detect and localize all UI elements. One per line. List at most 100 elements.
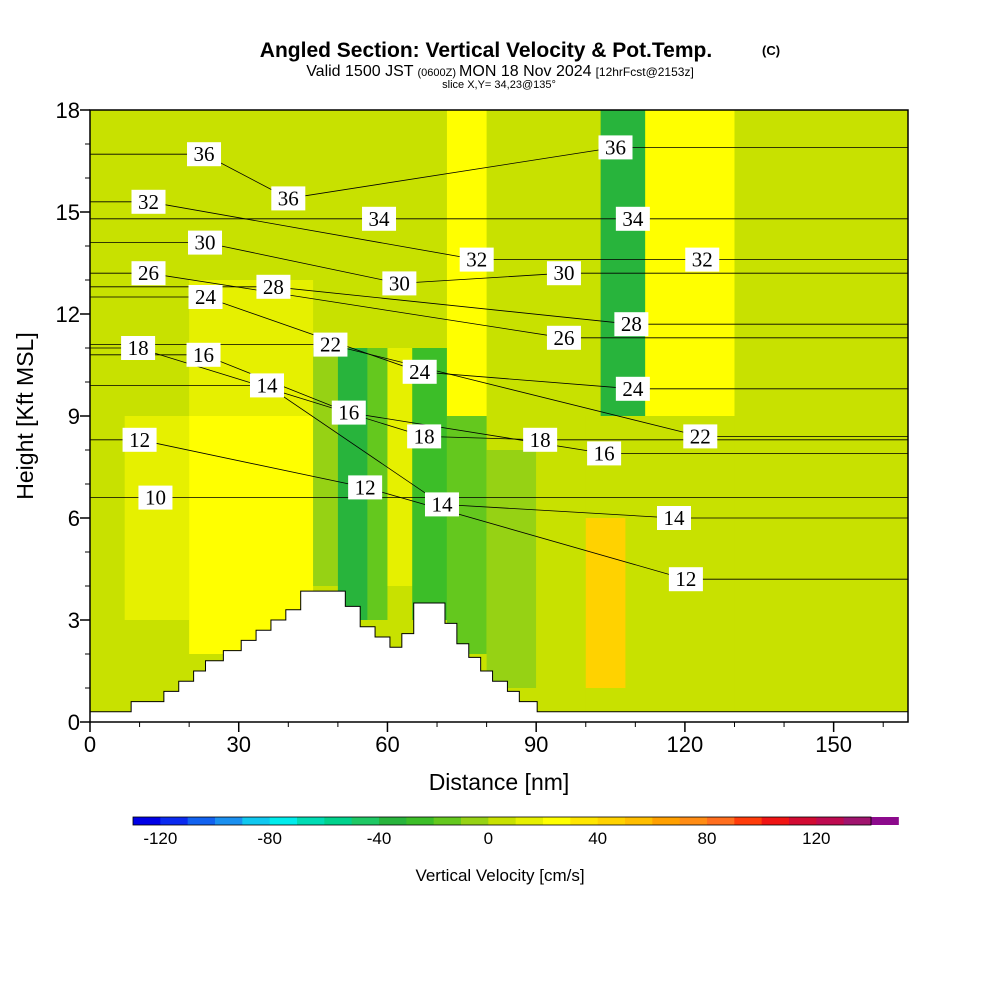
colorbar-swatch: [488, 817, 517, 825]
contour-label-text: 26: [553, 326, 574, 350]
contour-label: 28: [614, 312, 649, 337]
colorbar-tick-label: 0: [484, 829, 493, 848]
valid-time: Valid 1500 JST: [306, 63, 414, 80]
velocity-cell-4: [313, 348, 338, 586]
velocity-cell-0: [90, 110, 125, 722]
colorbar-swatch: [406, 817, 435, 825]
y-tick-label: 9: [68, 404, 80, 429]
colorbar-swatch: [761, 817, 790, 825]
contour-label-text: 24: [622, 377, 644, 401]
contour-label-text: 34: [369, 207, 391, 231]
colorbar-tick-label: -80: [257, 829, 282, 848]
colorbar-swatch: [570, 817, 599, 825]
contour-label: 30: [382, 271, 417, 296]
colorbar-swatch: [187, 817, 216, 825]
valid-date: MON 18 Nov 2024: [459, 63, 592, 80]
x-tick-label: 150: [815, 732, 852, 757]
colorbar-swatch: [816, 817, 845, 825]
contour-label: 18: [523, 427, 558, 452]
contour-label-text: 32: [692, 248, 713, 272]
colorbar-tick-label: 120: [802, 829, 830, 848]
colorbar-tick-label: 80: [698, 829, 717, 848]
isentrope-28: [90, 286, 908, 325]
colorbar-swatch: [871, 817, 899, 825]
y-tick-label: 12: [56, 302, 80, 327]
contour-label-text: 16: [193, 343, 214, 367]
x-axis-label: Distance [nm]: [429, 769, 570, 795]
contour-label-text: 10: [145, 486, 166, 510]
contour-label-text: 22: [690, 424, 711, 448]
contour-label-text: 18: [530, 428, 551, 452]
contour-label-text: 12: [675, 567, 696, 591]
velocity-cell-7: [387, 348, 413, 586]
contour-label: 28: [256, 274, 291, 299]
contour-labels: 36 32 36 34 36 34 30 32 32 26 30 30 24 28 28 26 22 18 16 24…: [121, 135, 720, 592]
colorbar-swatch: [679, 817, 708, 825]
contour-label-text: 32: [466, 248, 487, 272]
chart-title: Angled Section: Vertical Velocity & Pot.…: [260, 39, 712, 62]
x-tick-label: 60: [375, 732, 399, 757]
contour-label-text: 34: [622, 207, 644, 231]
colorbar-swatch: [379, 817, 407, 825]
contour-label: 22: [683, 424, 718, 449]
contour-label: 16: [587, 441, 622, 466]
contour-label: 32: [131, 189, 166, 214]
slice-info: slice X,Y= 34,23@135°: [442, 79, 556, 91]
contour-label: 12: [122, 427, 157, 452]
contour-label: 22: [313, 332, 348, 357]
contour-label: 30: [546, 261, 581, 286]
colorbar-swatch: [351, 817, 380, 825]
contour-label: 30: [188, 230, 223, 255]
y-tick-label: 0: [68, 710, 80, 735]
contour-label-text: 30: [389, 271, 410, 295]
contour-label: 14: [657, 506, 692, 530]
contour-label-text: 12: [129, 428, 150, 452]
x-tick-label: 30: [226, 732, 250, 757]
contour-label: 26: [131, 261, 166, 286]
valid-utc: (0600Z): [418, 67, 457, 79]
contour-label: 12: [668, 567, 703, 592]
colorbar-swatch: [133, 817, 161, 825]
x-tick-label: 90: [524, 732, 548, 757]
forecast-info: [12hrFcst@2153z]: [596, 65, 694, 79]
velocity-cell-13: [585, 518, 626, 688]
contour-label: 34: [615, 206, 650, 231]
colorbar-swatch: [625, 817, 653, 825]
contour-label: 12: [348, 475, 383, 500]
contour-label-text: 36: [278, 186, 299, 210]
y-axis: 0 3 6 9 12 15 18: [56, 98, 90, 735]
colorbar-swatch: [324, 817, 353, 825]
contour-label-text: 36: [605, 135, 626, 159]
contour-label: 16: [186, 342, 221, 367]
contour-label-text: 32: [138, 190, 159, 214]
contour-label-text: 14: [256, 373, 278, 397]
contour-label: 36: [271, 186, 306, 211]
x-tick-label: 0: [84, 732, 96, 757]
velocity-cell-12: [536, 416, 586, 722]
colorbar: -120 -80 -40 0 40 80 120: [132, 816, 899, 848]
isentrope-26: [90, 272, 908, 339]
contour-label-text: 12: [355, 475, 376, 499]
velocity-cell-11: [486, 450, 537, 688]
contour-label-text: 18: [128, 336, 149, 360]
colorbar-swatch: [160, 817, 189, 825]
colorbar-swatch: [433, 817, 462, 825]
contour-label: 26: [546, 325, 581, 350]
contour-label-text: 16: [338, 401, 359, 425]
contour-label-text: 22: [320, 333, 341, 357]
y-tick-label: 3: [68, 608, 80, 633]
terrain: [90, 590, 908, 722]
contour-label: 32: [685, 247, 720, 272]
colorbar-tick-label: 40: [588, 829, 607, 848]
contour-label-text: 30: [553, 261, 574, 285]
colorbar-swatch: [515, 817, 544, 825]
colorbar-label: Vertical Velocity [cm/s]: [415, 866, 584, 885]
colorbar-swatch: [543, 817, 571, 825]
contour-label-text: 30: [195, 231, 216, 255]
contour-label-text: 18: [414, 424, 435, 448]
colorbar-swatch: [215, 817, 243, 825]
y-tick-label: 6: [68, 506, 80, 531]
colorbar-swatch: [707, 817, 735, 825]
contour-label-text: 14: [664, 506, 686, 530]
